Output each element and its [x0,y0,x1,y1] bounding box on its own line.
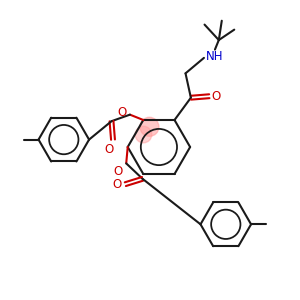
Circle shape [140,117,159,136]
Text: O: O [113,166,123,178]
Text: O: O [118,106,127,119]
Text: O: O [212,90,221,103]
Text: NH: NH [206,50,224,63]
Circle shape [135,126,152,143]
Text: O: O [112,178,122,191]
Text: O: O [105,143,114,156]
